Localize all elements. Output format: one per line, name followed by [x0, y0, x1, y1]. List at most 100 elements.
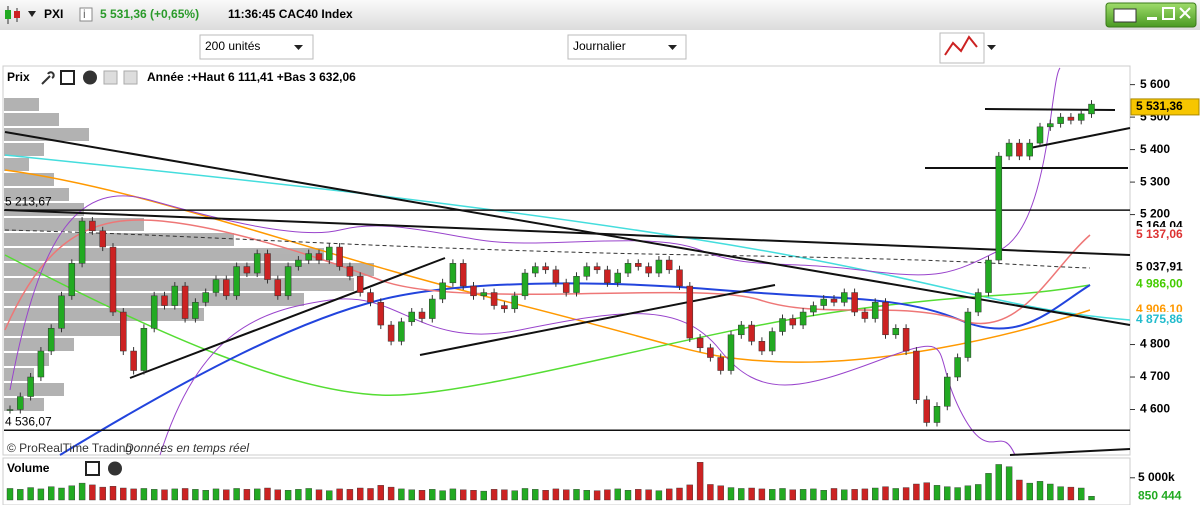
volume-bar	[253, 488, 261, 501]
level-label: 4 536,07	[5, 414, 52, 428]
y-tick-label: 4 800	[1140, 337, 1170, 351]
candle	[439, 282, 446, 300]
trendlines	[4, 108, 1131, 456]
volume-bar	[418, 490, 426, 501]
dropdown-arrow	[668, 45, 677, 50]
candle	[459, 263, 467, 287]
dropdown-arrow[interactable]	[28, 11, 36, 17]
volume-bar	[666, 488, 673, 501]
dropdown-arrow[interactable]	[987, 45, 996, 50]
candle	[717, 357, 724, 371]
volume-bar	[563, 489, 570, 501]
period-select[interactable]	[567, 34, 687, 60]
volume-bar	[408, 489, 415, 501]
candle	[295, 259, 302, 267]
price-marker	[1131, 227, 1199, 244]
candle	[1005, 142, 1013, 157]
close-icon[interactable]	[1179, 7, 1191, 19]
volume-title: Volume	[7, 461, 50, 475]
volume-bar	[171, 488, 179, 501]
price-marker-label: 5 531,36	[1136, 99, 1183, 113]
candle	[707, 347, 714, 358]
candle	[1016, 142, 1023, 157]
candle	[799, 311, 807, 326]
candle	[511, 295, 518, 310]
maximize-icon[interactable]	[1162, 7, 1175, 20]
candle	[418, 311, 426, 319]
window-icon[interactable]	[85, 461, 100, 476]
candle	[521, 272, 529, 297]
volume-bar	[223, 489, 230, 501]
price-marker-label: 5 137,06	[1136, 227, 1183, 241]
info-icon[interactable]	[79, 7, 93, 22]
candle	[264, 253, 271, 280]
y-tick-label: 5 000k	[1138, 470, 1175, 484]
bollinger-upper	[9, 67, 1061, 391]
volume-bar	[161, 489, 168, 501]
candle	[58, 295, 65, 329]
candle	[408, 311, 415, 323]
y-tick-label: 5 300	[1140, 174, 1170, 188]
volume-bar	[470, 490, 477, 501]
candle	[573, 276, 580, 293]
time: 11:36:45 CAC40 Index	[228, 7, 353, 21]
volume-bar	[985, 473, 992, 501]
candle	[367, 292, 374, 303]
volume-bar	[933, 485, 941, 501]
candle	[532, 266, 539, 274]
symbol-icon	[5, 6, 20, 24]
close-panel-icon[interactable]	[83, 70, 97, 85]
volume-bar	[336, 488, 343, 501]
volume-bar	[377, 485, 384, 501]
wrench-icon[interactable]	[41, 71, 55, 85]
volume-bar	[1036, 481, 1044, 501]
volume-bar	[954, 487, 961, 501]
volume-bar	[820, 490, 827, 501]
candle	[686, 285, 694, 339]
candle	[871, 302, 879, 319]
candle	[1036, 126, 1044, 144]
volume-bar	[573, 489, 580, 501]
keyboard-icon	[1113, 8, 1137, 23]
volume-bar	[696, 462, 704, 501]
up-icon[interactable]	[103, 70, 118, 85]
volume-bar	[511, 490, 518, 501]
minimize-icon[interactable]	[1147, 17, 1157, 20]
volume-bar	[975, 484, 982, 501]
indicators	[4, 67, 1131, 456]
volume-bar	[89, 484, 96, 501]
volume-bar	[346, 489, 354, 501]
price-marker-label: 4 986,00	[1136, 276, 1183, 290]
y-tick-label: 4 700	[1140, 369, 1170, 383]
volume-bar	[717, 485, 724, 501]
candle	[810, 305, 817, 313]
y-tick-label: 4 600	[1140, 402, 1170, 416]
down-icon[interactable]	[123, 70, 138, 85]
price-marker	[1131, 311, 1199, 328]
volume-bar	[779, 488, 786, 501]
volume-bar	[449, 488, 457, 501]
candle	[820, 298, 827, 306]
candle	[933, 406, 941, 423]
units-select[interactable]	[199, 34, 314, 60]
volume-bar	[480, 490, 487, 501]
volume-bar	[583, 490, 590, 501]
close-panel-icon[interactable]	[108, 461, 122, 476]
candle	[470, 285, 477, 297]
candle	[665, 259, 673, 271]
candle	[758, 341, 766, 352]
volume-bar	[769, 489, 776, 501]
top-bar	[0, 0, 1200, 30]
candle	[6, 409, 14, 411]
window-icon[interactable]	[60, 70, 75, 85]
candle	[89, 220, 96, 232]
volume-bar	[841, 489, 848, 501]
volume-bar	[872, 487, 879, 501]
volume-bar	[995, 464, 1002, 501]
price-marker	[1130, 98, 1200, 116]
candle	[645, 266, 652, 274]
candle	[47, 328, 55, 352]
volume-bar	[944, 486, 951, 501]
candle	[1026, 142, 1033, 157]
volume-bar	[861, 488, 869, 501]
